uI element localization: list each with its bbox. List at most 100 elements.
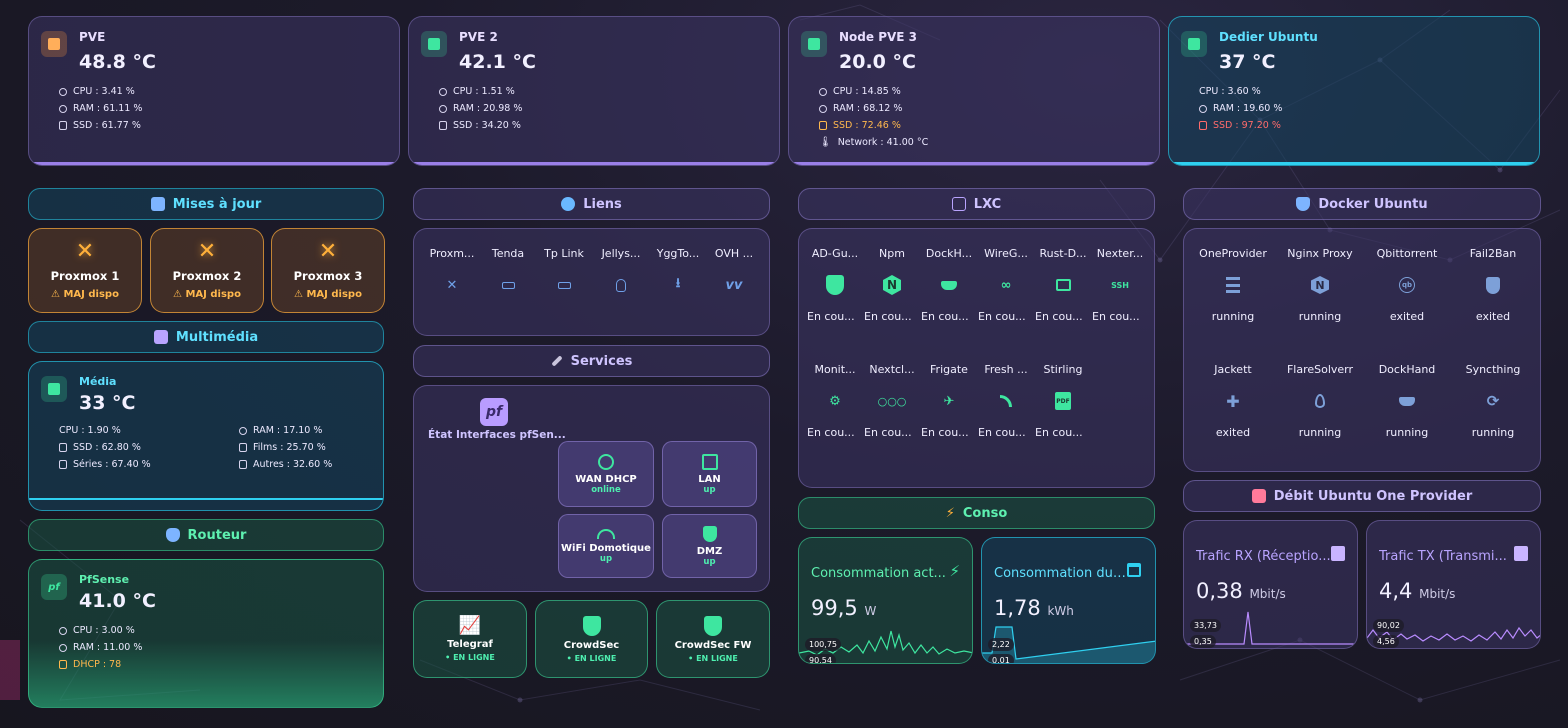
server-card-node-pve3[interactable]: Node PVE 3 20.0 °C CPU : 14.85 % RAM : 6… bbox=[788, 16, 1160, 166]
server-name: PVE 2 bbox=[459, 30, 498, 44]
shield-lock-icon bbox=[702, 525, 717, 542]
lxc-stirling[interactable]: Stirling PDF En cou... bbox=[1035, 363, 1091, 439]
proxmox-icon: ✕ bbox=[446, 277, 458, 293]
max-badge: 33,73 bbox=[1190, 619, 1221, 632]
multimedia-header[interactable]: Multimédia bbox=[28, 321, 384, 353]
server-card-pve[interactable]: PVE 48.8 °C CPU : 3.41 % RAM : 61.11 % S… bbox=[28, 16, 400, 166]
docker-fail2ban[interactable]: Fail2Ban exited bbox=[1450, 247, 1536, 323]
link-proxmox[interactable]: Proxm... ✕ bbox=[424, 247, 480, 294]
server-card-dedier-ubuntu[interactable]: Dedier Ubuntu 37 °C CPU : 3.60 % RAM : 1… bbox=[1168, 16, 1540, 166]
debit-header[interactable]: Débit Ubuntu One Provider bbox=[1183, 480, 1541, 512]
ram-icon bbox=[59, 643, 67, 652]
docker-title: Docker Ubuntu bbox=[1318, 196, 1428, 212]
lxc-status: En cou... bbox=[807, 310, 855, 323]
lxc-adguard[interactable]: AD-Gu... En cou... bbox=[807, 247, 863, 323]
docker-jackett[interactable]: Jackett ✚ exited bbox=[1190, 363, 1276, 439]
docker-qbittorrent[interactable]: Qbittorrent qb exited bbox=[1364, 247, 1450, 323]
ssd-icon bbox=[1199, 121, 1207, 130]
lxc-dockhand[interactable]: DockH... En cou... bbox=[921, 247, 977, 323]
lxc-rustdesk[interactable]: Rust-D... En cou... bbox=[1035, 247, 1091, 323]
disk-icon bbox=[239, 460, 247, 469]
adguard-shield-icon bbox=[826, 275, 844, 295]
traffic-tx-card[interactable]: Trafic TX (Transmi... 4,4 Mbit/s 90,02 4… bbox=[1366, 520, 1541, 649]
container-status: running bbox=[1471, 426, 1515, 439]
metric-unit: kWh bbox=[1047, 604, 1074, 618]
router-header[interactable]: Routeur bbox=[28, 519, 384, 551]
update-tile-proxmox3[interactable]: ✕ Proxmox 3 ⚠ MAJ dispo bbox=[271, 228, 385, 313]
lxc-freshrss[interactable]: Fresh ... En cou... bbox=[978, 363, 1034, 439]
service-crowdsec[interactable]: CrowdSec • EN LIGNE bbox=[535, 600, 648, 678]
link-tplink[interactable]: Tp Link bbox=[536, 247, 592, 294]
chart-line-icon: 📈 bbox=[458, 614, 482, 636]
lxc-status: En cou... bbox=[864, 426, 912, 439]
metric-title: Trafic RX (Réceptio... bbox=[1196, 549, 1331, 564]
lxc-frigate[interactable]: Frigate ✈ En cou... bbox=[921, 363, 977, 439]
interface-wan[interactable]: WAN DHCP online bbox=[558, 441, 654, 507]
server-card-pve2[interactable]: PVE 2 42.1 °C CPU : 1.51 % RAM : 20.98 %… bbox=[408, 16, 780, 166]
docker-nginx-proxy[interactable]: Nginx Proxy N running bbox=[1277, 247, 1363, 323]
pdf-icon: PDF bbox=[1054, 392, 1072, 410]
conso-current-card[interactable]: Consommation act... ⚡ 99,5 W 100,75 90,5… bbox=[798, 537, 973, 664]
server-name: Node PVE 3 bbox=[839, 30, 917, 44]
lxc-monitoring[interactable]: Monit... ⚙ En cou... bbox=[807, 363, 863, 439]
metric-title: Consommation du j... bbox=[994, 566, 1129, 581]
docker-icon bbox=[1296, 197, 1311, 211]
server-icon bbox=[421, 31, 447, 57]
conso-daily-card[interactable]: Consommation du j... 1,78 kWh 2,22 0,01 bbox=[981, 537, 1156, 664]
network-icon bbox=[951, 197, 966, 211]
globe-icon bbox=[598, 453, 614, 470]
lxc-npm[interactable]: Npm N En cou... bbox=[864, 247, 920, 323]
links-panel: Proxm... ✕ Tenda Tp Link Jellys... YggTo… bbox=[413, 228, 770, 336]
media-name: Média bbox=[79, 375, 117, 388]
network-stat: Network : 41.00 °C bbox=[837, 137, 929, 148]
ram-icon bbox=[239, 426, 247, 435]
link-ovh[interactable]: OVH ... vv bbox=[706, 247, 762, 294]
service-telegraf[interactable]: 📈 Telegraf • EN LIGNE bbox=[413, 600, 527, 678]
interface-wifi-domotique[interactable]: WiFi Domotique up bbox=[558, 514, 654, 578]
lxc-wireguard[interactable]: WireG... ∞ En cou... bbox=[978, 247, 1034, 323]
link-yggtorrent[interactable]: YggTo... ⭳ bbox=[650, 247, 706, 294]
docker-header[interactable]: Docker Ubuntu bbox=[1183, 188, 1541, 220]
conso-daily-sparkline bbox=[982, 626, 1155, 663]
crowdsec-shield-icon bbox=[582, 615, 601, 636]
conso-title: Conso bbox=[962, 505, 1008, 521]
conso-header[interactable]: ⚡ Conso bbox=[798, 497, 1155, 529]
service-name: CrowdSec bbox=[563, 639, 620, 651]
media-card[interactable]: Média 33 °C CPU : 1.90 % SSD : 62.80 % S… bbox=[28, 361, 384, 511]
link-jellyfin[interactable]: Jellys... bbox=[593, 247, 649, 294]
update-name: Proxmox 3 bbox=[293, 269, 363, 283]
update-tile-proxmox2[interactable]: ✕ Proxmox 2 ⚠ MAJ dispo bbox=[150, 228, 264, 313]
ssd-stat: SSD : 97.20 % bbox=[1213, 120, 1281, 131]
ssd-stat: SSD : 61.77 % bbox=[73, 120, 141, 131]
lxc-nexterm[interactable]: Nexter... SSH En cou... bbox=[1092, 247, 1148, 323]
lxc-header[interactable]: LXC bbox=[798, 188, 1155, 220]
container-label: Fail2Ban bbox=[1469, 247, 1517, 260]
download-box-icon bbox=[1331, 546, 1345, 561]
lxc-nextcloud[interactable]: Nextcl... ○○○ En cou... bbox=[864, 363, 920, 439]
pfsense-interfaces-label: État Interfaces pfSen... bbox=[428, 429, 566, 441]
services-header[interactable]: Services bbox=[413, 345, 770, 377]
wifi-icon bbox=[597, 528, 615, 539]
traffic-rx-card[interactable]: Trafic RX (Réceptio... 0,38 Mbit/s 33,73… bbox=[1183, 520, 1358, 649]
docker-oneprovider[interactable]: OneProvider running bbox=[1190, 247, 1276, 323]
docker-syncthing[interactable]: Syncthing ⟳ running bbox=[1450, 363, 1536, 439]
update-tile-proxmox1[interactable]: ✕ Proxmox 1 ⚠ MAJ dispo bbox=[28, 228, 142, 313]
lxc-status: En cou... bbox=[978, 426, 1026, 439]
link-label: Jellys... bbox=[601, 247, 641, 260]
npm-icon: N bbox=[883, 275, 901, 295]
updates-header[interactable]: Mises à jour bbox=[28, 188, 384, 220]
interface-lan[interactable]: LAN up bbox=[662, 441, 757, 507]
proxmox-icon: ✕ bbox=[318, 239, 338, 264]
link-tenda[interactable]: Tenda bbox=[480, 247, 536, 294]
service-status: • EN LIGNE bbox=[445, 652, 495, 662]
docker-flaresolverr[interactable]: FlareSolverr running bbox=[1277, 363, 1363, 439]
pfsense-card[interactable]: pf PfSense 41.0 °C CPU : 3.00 % RAM : 11… bbox=[28, 559, 384, 708]
interface-dmz[interactable]: DMZ up bbox=[662, 514, 757, 578]
lxc-status: En cou... bbox=[978, 310, 1026, 323]
links-header[interactable]: Liens bbox=[413, 188, 770, 220]
update-name: Proxmox 2 bbox=[172, 269, 242, 283]
docker-dockhand[interactable]: DockHand running bbox=[1364, 363, 1450, 439]
lxc-status: En cou... bbox=[864, 310, 912, 323]
link-label: Tp Link bbox=[544, 247, 584, 260]
service-crowdsec-fw[interactable]: CrowdSec FW • EN LIGNE bbox=[656, 600, 770, 678]
